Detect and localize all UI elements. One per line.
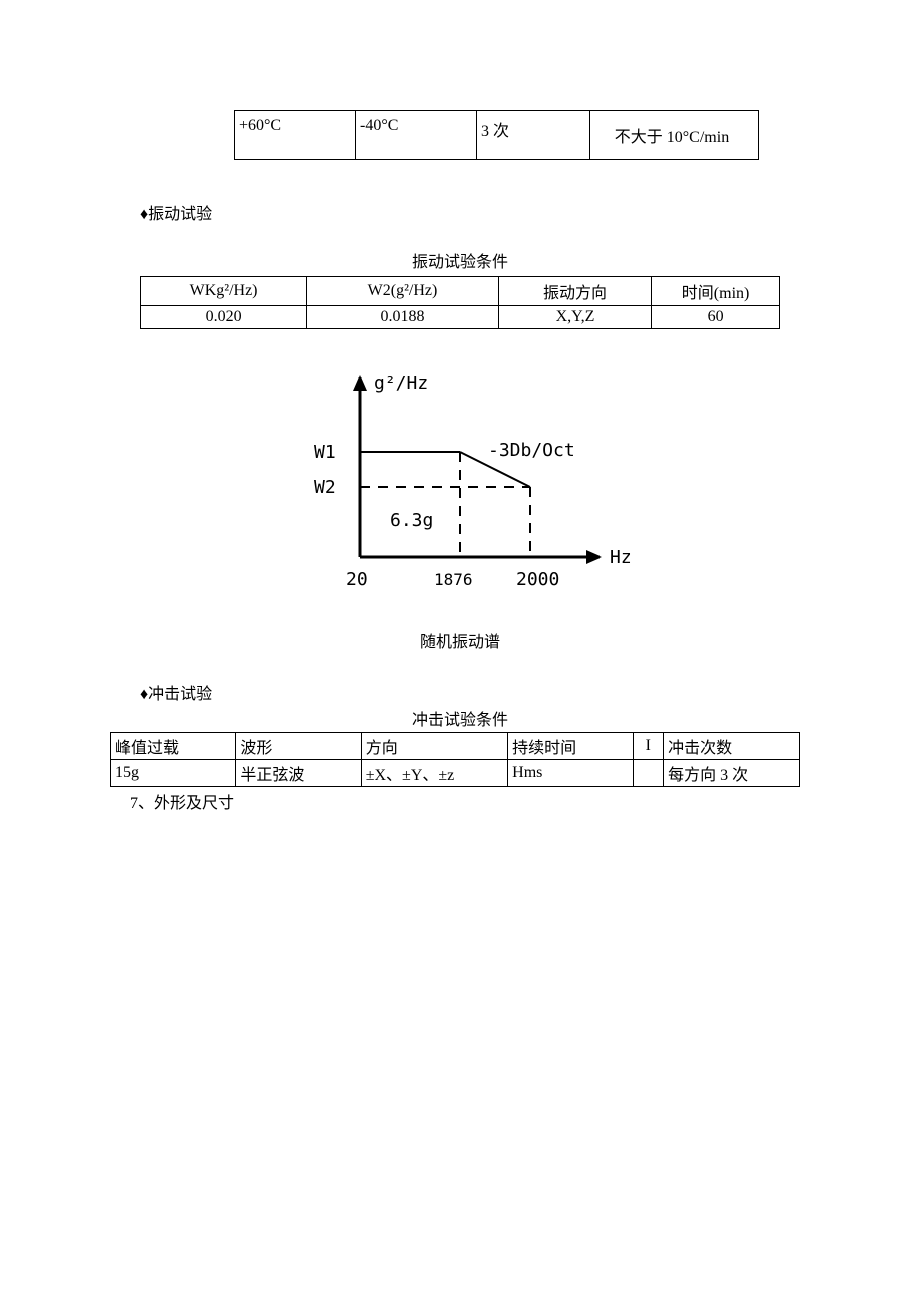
chart-svg: g²/Hz Hz W1 W2 -3Db/Oct 6.3g 20 1876 2000 xyxy=(280,357,640,617)
table-row: 0.020 0.0188 X,Y,Z 60 xyxy=(141,306,780,329)
svg-text:W2: W2 xyxy=(314,477,336,498)
shock-h0: 峰值过载 xyxy=(111,733,236,760)
shock-c5: 每方向 3 次 xyxy=(664,760,800,787)
table-row: 15g 半正弦波 ±X、±Y、±z Hms 每方向 3 次 xyxy=(111,760,800,787)
vibration-section-label: ♦振动试验 xyxy=(140,200,780,224)
svg-text:W1: W1 xyxy=(314,442,336,463)
svg-text:-3Db/Oct: -3Db/Oct xyxy=(488,440,575,461)
svg-text:Hz: Hz xyxy=(610,547,632,568)
vib-cell-0: 0.020 xyxy=(141,306,307,329)
cell-rate: 不大于 10°C/min xyxy=(590,111,759,160)
shock-c1: 半正弦波 xyxy=(236,760,361,787)
shock-table-title: 冲击试验条件 xyxy=(140,706,780,730)
shock-c4 xyxy=(633,760,664,787)
vib-header-2: 振动方向 xyxy=(498,277,651,306)
shock-h5: 冲击次数 xyxy=(664,733,800,760)
cell-cycles: 3 次 xyxy=(477,111,590,160)
vibration-table: WKg²/Hz) W2(g²/Hz) 振动方向 时间(min) 0.020 0.… xyxy=(140,276,780,329)
svg-text:20: 20 xyxy=(346,569,368,590)
vib-cell-2: X,Y,Z xyxy=(498,306,651,329)
shock-table: 峰值过载 波形 方向 持续时间 I 冲击次数 15g 半正弦波 ±X、±Y、±z… xyxy=(110,732,800,787)
vibration-spectrum-chart: g²/Hz Hz W1 W2 -3Db/Oct 6.3g 20 1876 2000 xyxy=(280,357,640,622)
svg-text:g²/Hz: g²/Hz xyxy=(374,373,428,394)
cell-low-temp: -40°C xyxy=(356,111,477,160)
shock-c2: ±X、±Y、±z xyxy=(361,760,507,787)
svg-text:6.3g: 6.3g xyxy=(390,510,433,531)
table-row: 峰值过载 波形 方向 持续时间 I 冲击次数 xyxy=(111,733,800,760)
shock-h3: 持续时间 xyxy=(508,733,633,760)
chart-caption: 随机振动谱 xyxy=(140,628,780,652)
vib-header-1: W2(g²/Hz) xyxy=(307,277,499,306)
svg-text:1876: 1876 xyxy=(434,570,473,589)
shock-c3: Hms xyxy=(508,760,633,787)
shock-h4: I xyxy=(633,733,664,760)
shock-c0: 15g xyxy=(111,760,236,787)
vib-cell-3: 60 xyxy=(652,306,780,329)
vib-header-3: 时间(min) xyxy=(652,277,780,306)
vib-cell-1: 0.0188 xyxy=(307,306,499,329)
shock-section-label: ♦冲击试验 xyxy=(140,680,780,704)
table-row: WKg²/Hz) W2(g²/Hz) 振动方向 时间(min) xyxy=(141,277,780,306)
shock-h1: 波形 xyxy=(236,733,361,760)
svg-text:2000: 2000 xyxy=(516,569,559,590)
table-row: +60°C -40°C 3 次 不大于 10°C/min xyxy=(235,111,759,160)
vib-header-0: WKg²/Hz) xyxy=(141,277,307,306)
shock-h2: 方向 xyxy=(361,733,507,760)
section-7-label: 7、外形及尺寸 xyxy=(130,789,780,813)
vibration-table-title: 振动试验条件 xyxy=(140,248,780,272)
temperature-table: +60°C -40°C 3 次 不大于 10°C/min xyxy=(234,110,759,160)
cell-high-temp: +60°C xyxy=(235,111,356,160)
